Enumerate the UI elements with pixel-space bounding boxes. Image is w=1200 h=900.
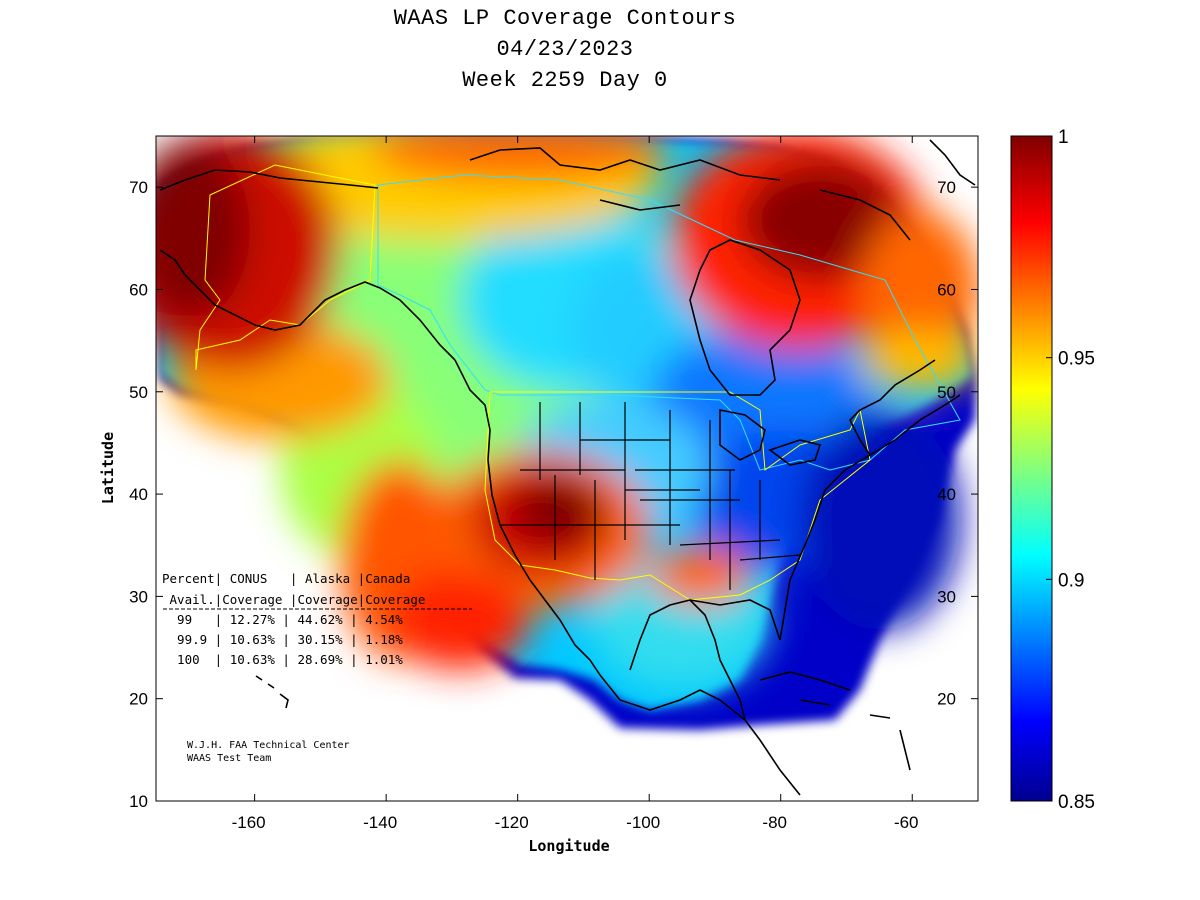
colorbar-gradient	[1010, 135, 1053, 802]
title-line-2: 04/23/2023	[496, 37, 634, 62]
x-tick-label: -80	[762, 813, 787, 832]
x-tick-label: -100	[626, 813, 660, 832]
colorbar-tick-label: 0.9	[1058, 570, 1084, 591]
y-axis-label: Latitude	[99, 432, 117, 504]
caribbean-coastline	[759, 671, 911, 771]
coverage-table-header-1: Percent| CONUS | Alaska |Canada	[162, 571, 410, 586]
colorbar-tick-label: 0.85	[1058, 792, 1095, 813]
axis-ticks	[156, 136, 978, 802]
y-tick-label-left: 40	[129, 485, 148, 504]
pacific-coastline	[454, 359, 801, 796]
alaska-coastline	[159, 169, 456, 361]
credit-line-2: WAAS Test Team	[187, 753, 271, 764]
service-volume-outlines	[195, 164, 961, 601]
y-tick-label-left: 60	[129, 280, 148, 299]
hudson-bay-coastline	[689, 239, 801, 396]
x-tick-label: -120	[495, 813, 529, 832]
arctic-islands-coastline	[469, 139, 976, 241]
coverage-heat-blobs	[156, 136, 978, 690]
colorbar: 1 0.95 0.9 0.85	[1010, 127, 1095, 813]
y-tick-label-right: 40	[937, 485, 956, 504]
y-tick-label-right: 60	[937, 280, 956, 299]
y-tick-label-left: 70	[129, 178, 148, 197]
great-lakes-coastline	[719, 409, 822, 466]
y-tick-label-right: 30	[937, 587, 956, 606]
x-axis-label: Longitude	[528, 837, 609, 855]
colorbar-tick-labels: 1 0.95 0.9 0.85	[1046, 127, 1095, 813]
axis-tick-labels: -160 -140 -120 -100 -80 -60 10 20 30 40 50 60 70 20 30…	[129, 178, 956, 832]
atlantic-coastline	[844, 359, 961, 471]
y-tick-label-right: 20	[937, 690, 956, 709]
title-line-3: Week 2259 Day 0	[462, 68, 668, 93]
x-tick-label: -140	[363, 813, 397, 832]
coverage-field	[156, 136, 978, 730]
conus-outline	[484, 391, 871, 601]
title-line-1: WAAS LP Coverage Contours	[393, 6, 737, 31]
coverage-table-row: 99.9 | 10.63% | 30.15% | 1.18%	[162, 632, 403, 647]
x-tick-label: -160	[232, 813, 266, 832]
y-tick-label-left: 20	[129, 690, 148, 709]
x-tick-label: -60	[894, 813, 919, 832]
coverage-table-header-2: Avail.|Coverage |Coverage|Coverage	[162, 592, 425, 607]
y-tick-label-right: 50	[937, 383, 956, 402]
state-border-lines	[500, 402, 801, 590]
hawaii-islands	[255, 675, 289, 709]
y-tick-label-left: 30	[129, 587, 148, 606]
coastlines	[159, 139, 976, 796]
coverage-table: Percent| CONUS | Alaska |Canada Avail.|C…	[162, 571, 472, 667]
y-tick-label-left: 50	[129, 383, 148, 402]
colorbar-tick-label: 0.95	[1058, 349, 1095, 370]
coverage-table-row: 99 | 12.27% | 44.62% | 4.54%	[162, 612, 403, 627]
state-borders	[500, 402, 801, 590]
canada-outline	[377, 174, 961, 471]
y-tick-label-right: 70	[937, 178, 956, 197]
coverage-table-row: 100 | 10.63% | 28.69% | 1.01%	[162, 652, 403, 667]
gulf-coastline	[629, 469, 846, 721]
alaska-outline	[195, 164, 376, 371]
credit-line-1: W.J.H. FAA Technical Center	[187, 740, 350, 751]
y-tick-label-left: 10	[129, 792, 148, 811]
colorbar-tick-label: 1	[1058, 127, 1069, 148]
plot-border	[155, 135, 979, 802]
